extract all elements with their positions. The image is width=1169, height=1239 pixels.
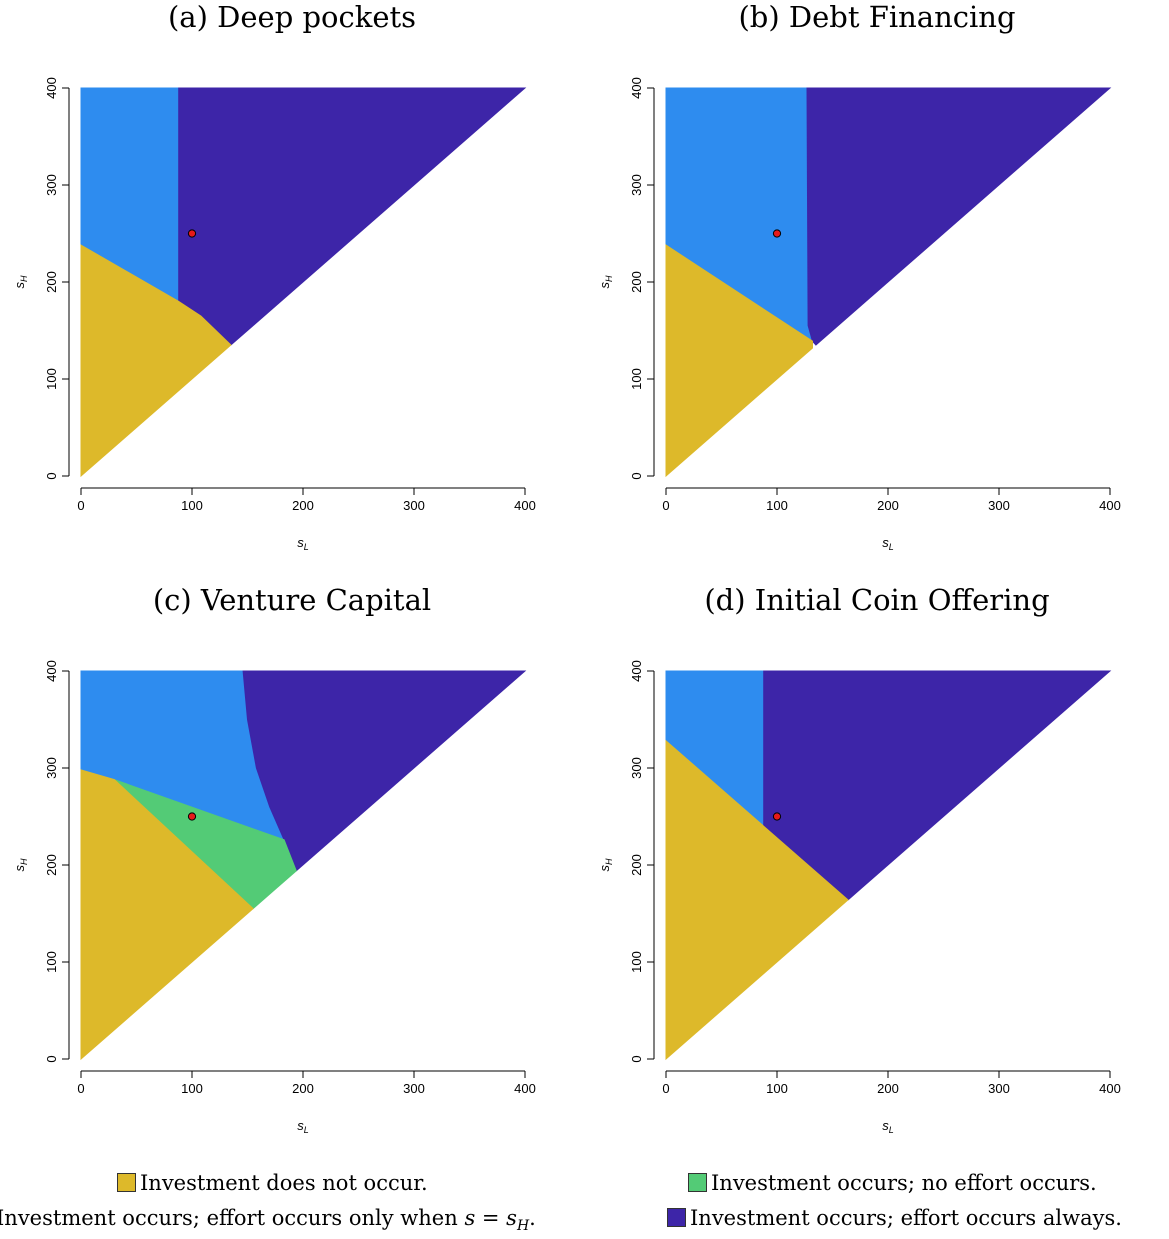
- chart-panel-d: (d) Initial Coin Offering 0 100 200 300 400 0…: [585, 583, 1169, 1163]
- y-tick-label: 300: [629, 174, 644, 196]
- y-axis-label: sH: [12, 858, 29, 872]
- data-point: [187, 229, 197, 238]
- region-no-investment: [665, 244, 813, 478]
- chart-title: (c) Venture Capital: [152, 583, 432, 617]
- x-tick-label: 100: [181, 498, 203, 513]
- x-tick-label: 400: [514, 498, 536, 513]
- legend-label: Investment does not occur.: [140, 1171, 428, 1195]
- legend-item-effort-always: Investment occurs; effort occurs always.: [667, 1206, 1122, 1230]
- y-tick-label: 100: [629, 368, 644, 390]
- region-no-investment: [665, 739, 849, 1061]
- x-tick-label: 400: [514, 1081, 536, 1096]
- x-tick-label: 0: [662, 498, 669, 513]
- region-effort-always: [242, 670, 527, 872]
- x-tick-label: 200: [292, 1081, 314, 1096]
- y-axis-label: sH: [597, 275, 614, 289]
- chart-title: (d) Initial Coin Offering: [704, 583, 1050, 617]
- legend-swatch-no-effort: [688, 1173, 707, 1192]
- x-axis-label: sL: [297, 535, 309, 552]
- x-tick-label: 300: [988, 498, 1010, 513]
- legend-label: Investment occurs; effort occurs only wh…: [0, 1206, 458, 1230]
- y-tick-label: 400: [629, 660, 644, 682]
- chart-panel-a: (a) Deep pockets 0 100 200 300 400 0 100 200 300…: [0, 0, 584, 580]
- x-tick-label: 0: [662, 1081, 669, 1096]
- chart-plot-a: 0 100 200 300 400 0 100 200 300 400 sL sH: [12, 77, 536, 552]
- region-effort-always: [806, 87, 1112, 346]
- x-tick-label: 100: [181, 1081, 203, 1096]
- y-tick-label: 200: [44, 854, 59, 876]
- chart-title: (a) Deep pockets: [167, 0, 417, 34]
- y-tick-label: 0: [629, 472, 644, 479]
- data-point: [187, 812, 197, 821]
- y-tick-label: 200: [629, 271, 644, 293]
- data-point: [772, 229, 782, 238]
- chart-panel-c: (c) Venture Capital 0 100 200 300 400 0 100 200…: [0, 583, 584, 1163]
- x-tick-label: 300: [403, 1081, 425, 1096]
- region-effort-always: [178, 87, 527, 346]
- x-tick-label: 300: [403, 498, 425, 513]
- y-tick-label: 0: [44, 472, 59, 479]
- region-no-investment: [80, 769, 254, 1061]
- y-tick-label: 100: [44, 951, 59, 973]
- y-tick-label: 200: [629, 854, 644, 876]
- legend-math: s = sH: [464, 1206, 530, 1235]
- y-tick-label: 300: [44, 757, 59, 779]
- region-effort-always: [763, 670, 1112, 901]
- x-tick-label: 200: [877, 498, 899, 513]
- y-tick-label: 0: [629, 1055, 644, 1062]
- y-tick-label: 300: [629, 757, 644, 779]
- y-tick-label: 100: [44, 368, 59, 390]
- legend-swatch-effort-always: [667, 1208, 686, 1227]
- chart-panel-b: (b) Debt Financing 0 100 200 300 400 0 100 200 3…: [585, 0, 1169, 580]
- chart-plot-d: 0 100 200 300 400 0 100 200 300 400 sL sH: [597, 660, 1121, 1135]
- x-tick-label: 100: [766, 498, 788, 513]
- x-tick-label: 400: [1099, 498, 1121, 513]
- chart-plot-b: 0 100 200 300 400 0 100 200 300 400 sL sH: [597, 77, 1121, 552]
- x-tick-label: 300: [988, 1081, 1010, 1096]
- legend-item-effort-sh-only: Investment occurs; effort occurs only wh…: [0, 1206, 536, 1234]
- x-axis-label: sL: [882, 535, 894, 552]
- chart-title: (b) Debt Financing: [738, 0, 1016, 34]
- x-tick-label: 0: [77, 1081, 84, 1096]
- x-tick-label: 200: [877, 1081, 899, 1096]
- legend-label: Investment occurs; no effort occurs.: [711, 1171, 1097, 1195]
- x-tick-label: 400: [1099, 1081, 1121, 1096]
- y-tick-label: 300: [44, 174, 59, 196]
- x-tick-label: 200: [292, 498, 314, 513]
- legend-swatch-no-investment: [117, 1173, 136, 1192]
- x-tick-label: 100: [766, 1081, 788, 1096]
- chart-plot-c: 0 100 200 300 400 0 100 200 300 400 sL sH: [12, 660, 536, 1135]
- y-tick-label: 200: [44, 271, 59, 293]
- y-tick-label: 100: [629, 951, 644, 973]
- x-axis-label: sL: [882, 1118, 894, 1135]
- region-no-investment: [80, 244, 232, 478]
- x-axis-label: sL: [297, 1118, 309, 1135]
- legend-label: Investment occurs; effort occurs always.: [690, 1206, 1122, 1230]
- y-tick-label: 400: [44, 660, 59, 682]
- x-tick-label: 0: [77, 498, 84, 513]
- y-tick-label: 400: [44, 77, 59, 99]
- y-axis-label: sH: [12, 275, 29, 289]
- y-tick-label: 0: [44, 1055, 59, 1062]
- y-axis-label: sH: [597, 858, 614, 872]
- data-point: [772, 812, 782, 821]
- legend-item-no-investment: Investment does not occur.: [117, 1171, 428, 1195]
- legend-item-no-effort: Investment occurs; no effort occurs.: [688, 1171, 1097, 1195]
- y-tick-label: 400: [629, 77, 644, 99]
